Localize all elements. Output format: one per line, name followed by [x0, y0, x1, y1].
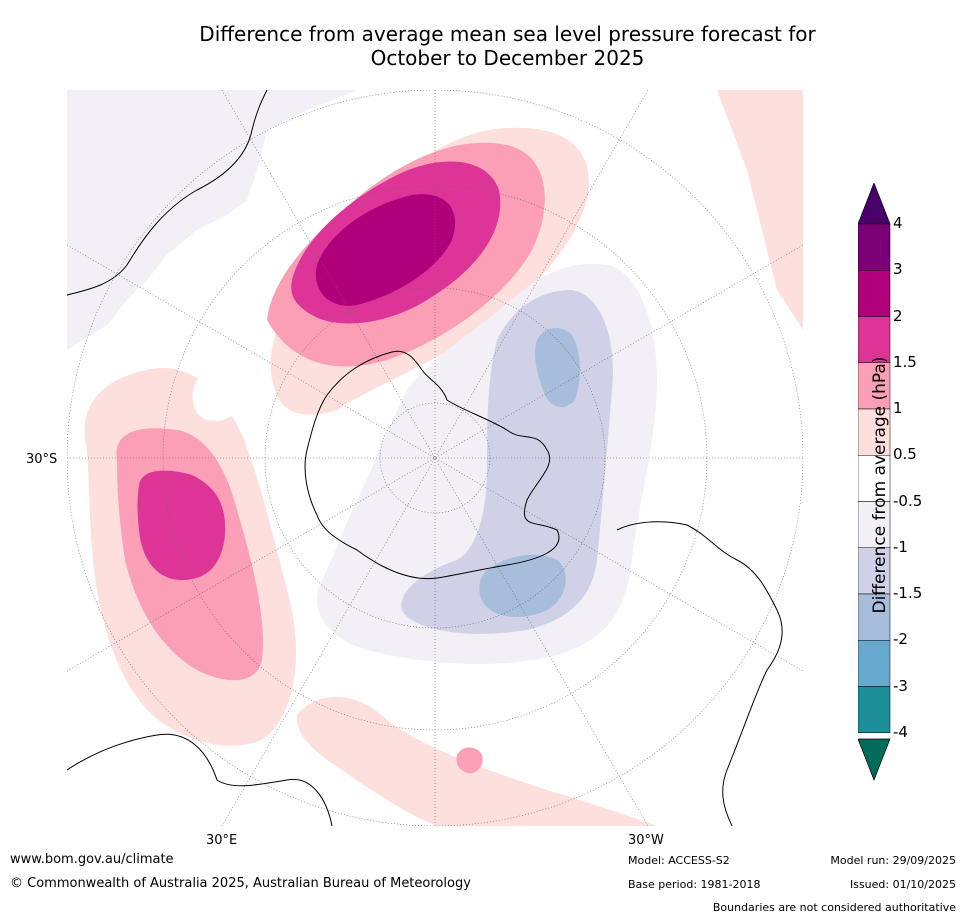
- anomaly-neg05-topleft: [67, 90, 357, 350]
- map-title-line1: Difference from average mean sea level p…: [199, 22, 816, 46]
- colorbar-tick-label: 2: [893, 306, 903, 325]
- map-title-line2: October to December 2025: [370, 46, 645, 70]
- colorbar-segment: [858, 593, 891, 641]
- colorbar-tick-label: -2: [893, 630, 908, 649]
- footer-model-run: Model run: 29/09/2025: [830, 854, 956, 867]
- colorbar-segment: [858, 501, 891, 548]
- colorbar-tick-label: 1.5: [893, 352, 917, 371]
- anomaly-pos05-pacific: [296, 696, 657, 826]
- colorbar-segment: [858, 270, 891, 317]
- anomaly-pos1-pacific: [456, 747, 483, 774]
- colorbar-svg: [858, 183, 891, 781]
- footer-disclaimer: Boundaries are not considered authoritat…: [712, 901, 956, 914]
- colorbar-segment: [858, 547, 891, 595]
- colorbar: 4 3 2 1.5 1 0.5 -0.5 -1 -1.5 -2 -3 -4: [840, 180, 965, 790]
- label-lat-30s: 30°S: [26, 452, 58, 467]
- footer-base-period: Base period: 1981-2018: [628, 878, 761, 891]
- anomaly-pos05-topright: [717, 90, 803, 330]
- label-lon-30e: 30°E: [206, 833, 238, 848]
- anomaly-pos2-nz: [315, 194, 456, 306]
- colorbar-tick-label: 3: [893, 260, 903, 279]
- australia-outline: [67, 90, 268, 296]
- meridian-30: [221, 90, 649, 826]
- meridian-60: [67, 244, 803, 672]
- colorbar-under-arrow: [858, 738, 891, 781]
- colorbar-tick-label: -4: [893, 722, 908, 741]
- south-america-outline: [616, 521, 783, 826]
- colorbar-segment: [858, 640, 891, 687]
- colorbar-tick-label: -1.5: [893, 584, 923, 602]
- meridian-150: [221, 90, 649, 826]
- colorbar-segment: [858, 316, 891, 363]
- colorbar-tick-label: -0.5: [893, 491, 923, 510]
- polar-map: [67, 90, 803, 826]
- antarctica-outline: [304, 350, 560, 580]
- map-title: Difference from average mean sea level p…: [110, 22, 905, 70]
- polar-map-svg: [67, 90, 803, 826]
- colorbar-tick-label: -3: [893, 676, 908, 695]
- meridian-120: [67, 244, 803, 672]
- colorbar-tick-label: 4: [893, 214, 903, 232]
- footer-model: Model: ACCESS-S2: [628, 854, 730, 867]
- footer-issued: Issued: 01/10/2025: [849, 878, 956, 891]
- colorbar-tick-label: 1: [893, 399, 903, 417]
- colorbar-label: Difference from average (hPa): [870, 356, 890, 614]
- colorbar-segment: [858, 408, 891, 456]
- anomaly-neg15-weddell: [534, 328, 580, 407]
- colorbar-segment: [858, 686, 891, 733]
- colorbar-tick-label: -1: [893, 537, 908, 556]
- anomaly-neutral-gap: [192, 370, 243, 421]
- colorbar-tick-label: 0.5: [893, 445, 917, 464]
- colorbar-segment: [858, 223, 891, 271]
- colorbar-segment: [858, 455, 891, 502]
- africa-outline: [67, 733, 333, 826]
- label-lon-30w: 30°W: [628, 833, 664, 848]
- colorbar-over-arrow: [858, 183, 891, 225]
- anomaly-pos15-indian: [137, 470, 226, 580]
- footer-copyright: © Commonwealth of Australia 2025, Austra…: [10, 876, 471, 891]
- anomaly-neg15-south: [479, 554, 566, 617]
- footer-website[interactable]: www.bom.gov.au/climate: [10, 852, 174, 867]
